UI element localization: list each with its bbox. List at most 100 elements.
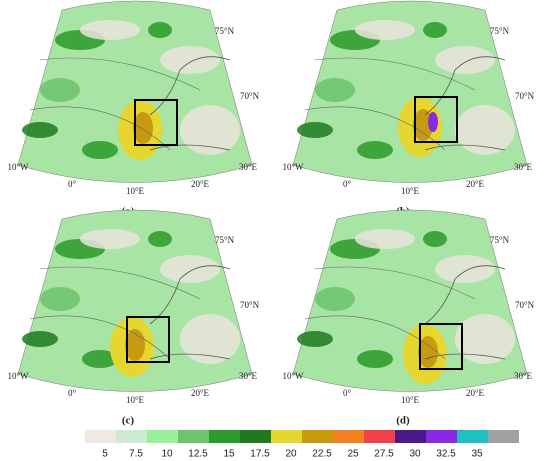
panel-label: (d) [396,415,410,427]
pressure-contour [304,57,476,151]
precip-area [80,229,140,249]
coastline [149,265,231,360]
colorbar-swatch [333,430,364,443]
pressure-contour [29,266,201,360]
longitude-label: 30°E [239,162,258,172]
colorbar-tick-label: 32.5 [436,449,456,460]
precip-area [180,105,240,155]
colorbar-tick-label: 22.5 [312,449,332,460]
colorbar-tick-label: 7.5 [129,449,143,460]
colorbar-tick-label: 25 [347,449,359,460]
longitude-label: 10°W [282,371,304,381]
latitude-label: 75°N [490,26,510,36]
precip-area [125,329,145,361]
colorbar-swatch [457,430,488,443]
longitude-label: 20°E [191,179,210,189]
longitude-label: 0° [68,388,77,398]
precip-area [160,46,220,74]
colorbar-tick-label: 30 [409,449,421,460]
longitude-label: 10°E [401,186,420,196]
colorbar-swatch [240,430,271,443]
map-panel: 75°N70°N10°W0°10°E20°E30°E(a) [7,0,260,218]
colorbar-swatch [302,430,333,443]
longitude-label: 10°E [126,186,145,196]
precip-area [355,20,415,40]
colorbar-tick-label: 35 [471,449,483,460]
precip-area [148,231,172,247]
longitude-label: 20°E [191,388,210,398]
longitude-label: 10°W [282,162,304,172]
precip-area [357,350,393,368]
latitude-label: 70°N [240,300,260,310]
longitude-label: 20°E [466,179,485,189]
colorbar-swatch [364,430,395,443]
coastline [149,56,231,151]
map-panel: 75°N70°N10°W0°10°E20°E30°E(b) [282,0,535,218]
precip-area [435,255,495,283]
colorbar-tick-label: 5 [102,449,108,460]
precip-area [148,22,172,38]
precip-area [22,331,58,347]
latitude-label: 70°N [515,91,535,101]
colorbar-tick-label: 15 [223,449,235,460]
colorbar-tick-label: 10 [161,449,173,460]
pressure-contour [29,57,201,151]
colorbar-swatch [147,430,178,443]
colorbar-tick-label: 12.5 [188,449,208,460]
latitude-label: 75°N [215,235,235,245]
precip-area [297,331,333,347]
latitude-label: 75°N [215,26,235,36]
precip-area [315,287,355,311]
longitude-label: 30°E [514,162,533,172]
focus-box [126,316,170,363]
precip-area [428,112,438,132]
map-panel: 75°N 70°N 10°W 0° 10°E 20°E 30°E (d) [282,209,535,427]
panel-label: (c) [122,415,135,427]
focus-box [134,99,178,146]
longitude-label: 10°E [401,395,420,405]
colorbar-swatch [488,430,519,443]
colorbar-swatch [178,430,209,443]
precip-area [455,105,515,155]
longitude-label: 10°E [126,395,145,405]
colorbar-tick-label: 27.5 [374,449,394,460]
longitude-label: 10°W [7,162,29,172]
colorbar-swatch [426,430,457,443]
precip-area [160,255,220,283]
longitude-label: 10°W [7,371,29,381]
longitude-label: 0° [343,388,352,398]
precip-area [357,141,393,159]
precip-area [40,287,80,311]
precip-area [423,22,447,38]
colorbar-swatch [395,430,426,443]
longitude-label: 30°E [514,371,533,381]
colorbar-swatch [271,430,302,443]
colorbar-tick-label: 17.5 [250,449,270,460]
precip-area [40,78,80,102]
coastline [424,265,506,360]
longitude-label: 20°E [466,388,485,398]
latitude-label: 70°N [515,300,535,310]
precip-area [315,78,355,102]
longitude-label: 0° [68,179,77,189]
colorbar-swatch [209,430,240,443]
precip-area [133,112,153,144]
colorbar-swatch [85,430,116,443]
focus-box [414,96,458,143]
pressure-contour [304,266,476,360]
precip-area [22,122,58,138]
longitude-label: 0° [343,179,352,189]
precip-area [455,314,515,364]
precip-area [418,336,438,368]
precip-area [80,20,140,40]
precip-area [413,109,433,141]
colorbar-swatch [116,430,147,443]
focus-box [419,323,463,370]
map-panel: 75°N 70°N 10°W 0° 10°E 20°E 30°E (c) [7,209,260,427]
precip-area [355,229,415,249]
longitude-label: 30°E [239,371,258,381]
precip-area [180,314,240,364]
precip-area [297,122,333,138]
coastline [424,56,506,151]
